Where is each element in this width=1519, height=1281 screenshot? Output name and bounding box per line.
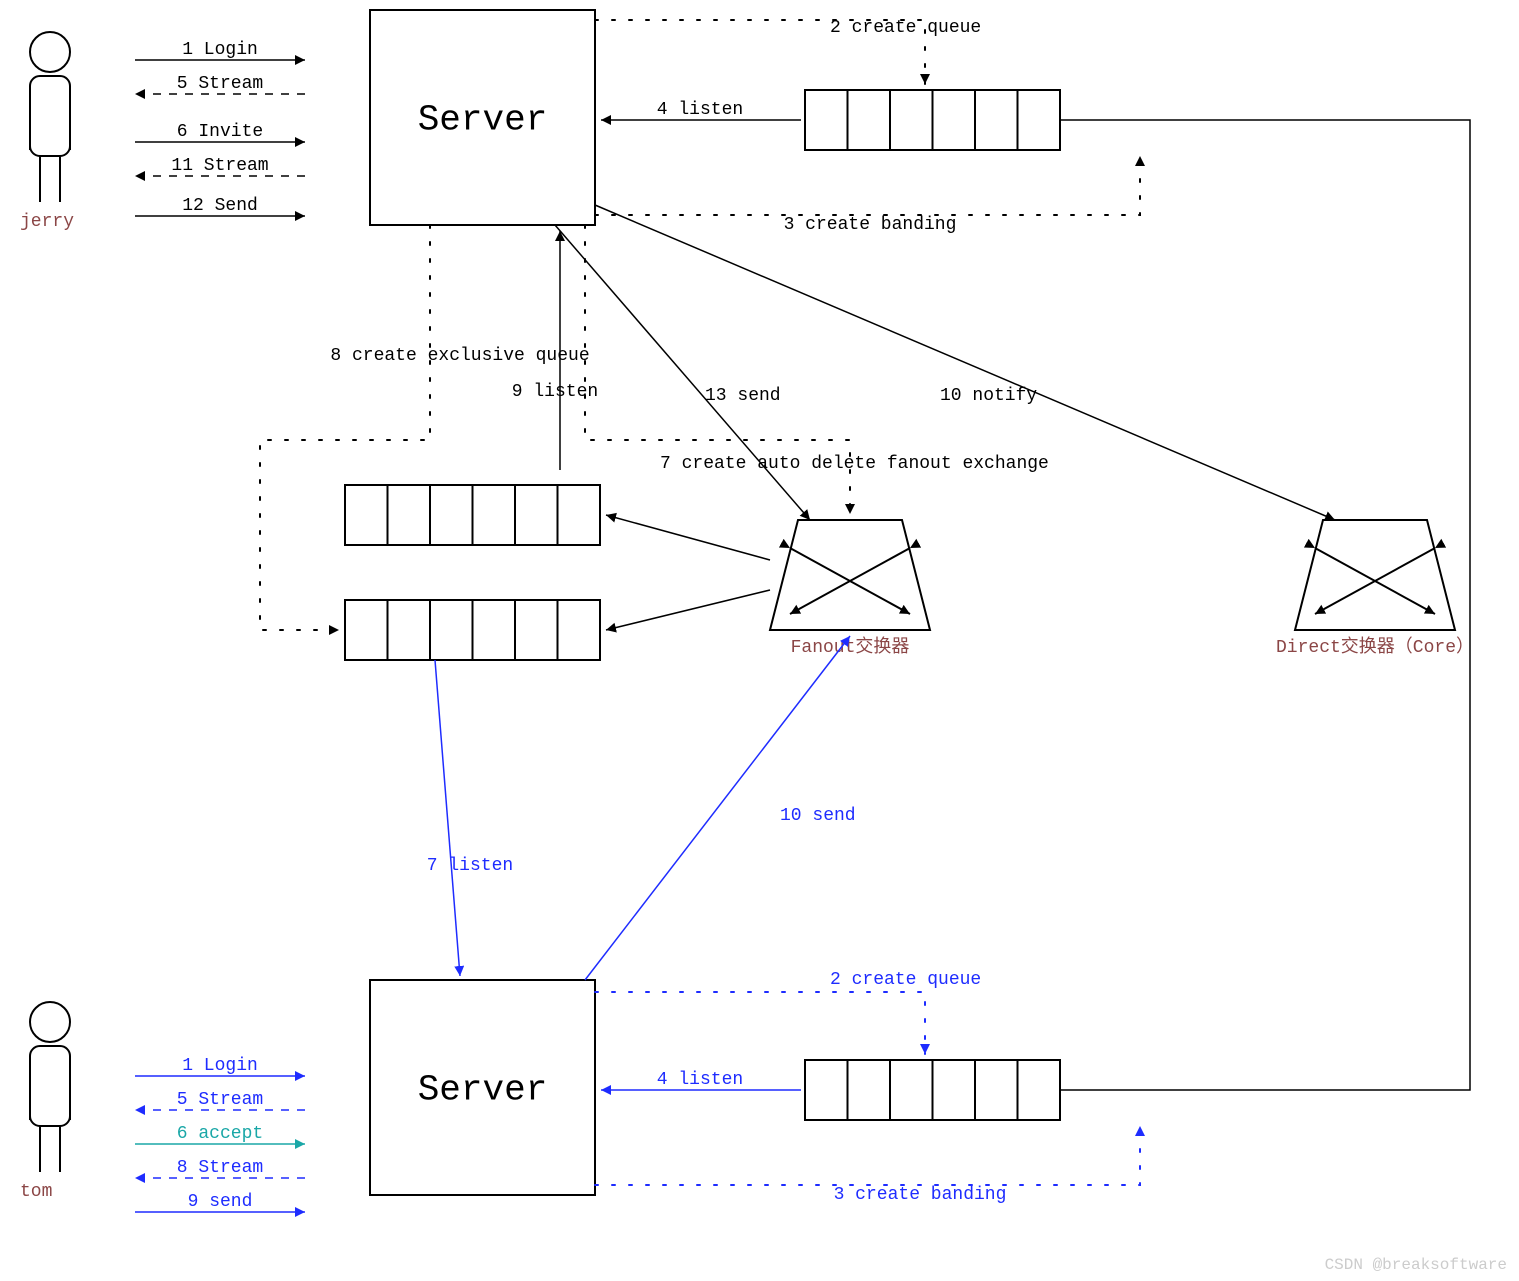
label-2-create-queue-top: 2 create queue bbox=[830, 18, 981, 38]
actor-label-jerry: jerry bbox=[20, 212, 74, 232]
label-2-create-queue-bot: 2 create queue bbox=[830, 970, 981, 990]
label-4-listen-bot: 4 listen bbox=[657, 1070, 743, 1090]
label-3-create-banding-bot: 3 create banding bbox=[834, 1185, 1007, 1205]
actor-tom bbox=[30, 1002, 70, 1172]
actor-jerry bbox=[30, 32, 70, 202]
watermark: CSDN @breaksoftware bbox=[1325, 1256, 1507, 1274]
label-10-send: 10 send bbox=[780, 806, 856, 826]
exchange-label-direct: Direct交换器（Core） bbox=[1276, 636, 1474, 658]
server-label-bottom: Server bbox=[418, 1070, 548, 1111]
server-label-top: Server bbox=[418, 100, 548, 141]
arrow-label-jerry_arrows-2: 6 Invite bbox=[177, 122, 263, 142]
exchange-direct bbox=[1295, 520, 1455, 630]
arrow-label-tom_arrows-3: 8 Stream bbox=[177, 1158, 263, 1178]
arrow-label-jerry_arrows-0: 1 Login bbox=[182, 40, 258, 60]
label-3-create-banding-top: 3 create banding bbox=[784, 215, 957, 235]
label-13-send: 13 send bbox=[705, 386, 781, 406]
label-4-listen-top: 4 listen bbox=[657, 100, 743, 120]
arrow-label-jerry_arrows-4: 12 Send bbox=[182, 196, 258, 216]
label-8-create-exclusive-queue: 8 create exclusive queue bbox=[330, 346, 589, 366]
label-7-create-fanout-exchange: 7 create auto delete fanout exchange bbox=[660, 454, 1049, 474]
arrow-label-jerry_arrows-1: 5 Stream bbox=[177, 74, 263, 94]
arrow-label-tom_arrows-4: 9 send bbox=[188, 1192, 253, 1212]
arrow-label-jerry_arrows-3: 11 Stream bbox=[171, 156, 268, 176]
arrow-label-tom_arrows-2: 6 accept bbox=[177, 1124, 263, 1144]
exchange-fanout bbox=[770, 520, 930, 630]
queue-q_mid2 bbox=[345, 600, 600, 660]
arrow-label-tom_arrows-1: 5 Stream bbox=[177, 1090, 263, 1110]
label-7-listen: 7 listen bbox=[427, 856, 513, 876]
arrow-label-tom_arrows-0: 1 Login bbox=[182, 1056, 258, 1076]
queue-q_top bbox=[805, 90, 1060, 150]
exchange-label-fanout: Fanout交换器 bbox=[791, 636, 910, 658]
queue-q_mid1 bbox=[345, 485, 600, 545]
actor-label-tom: tom bbox=[20, 1182, 52, 1202]
label-9-listen: 9 listen bbox=[512, 382, 598, 402]
label-10-notify: 10 notify bbox=[940, 386, 1037, 406]
queue-q_bot bbox=[805, 1060, 1060, 1120]
